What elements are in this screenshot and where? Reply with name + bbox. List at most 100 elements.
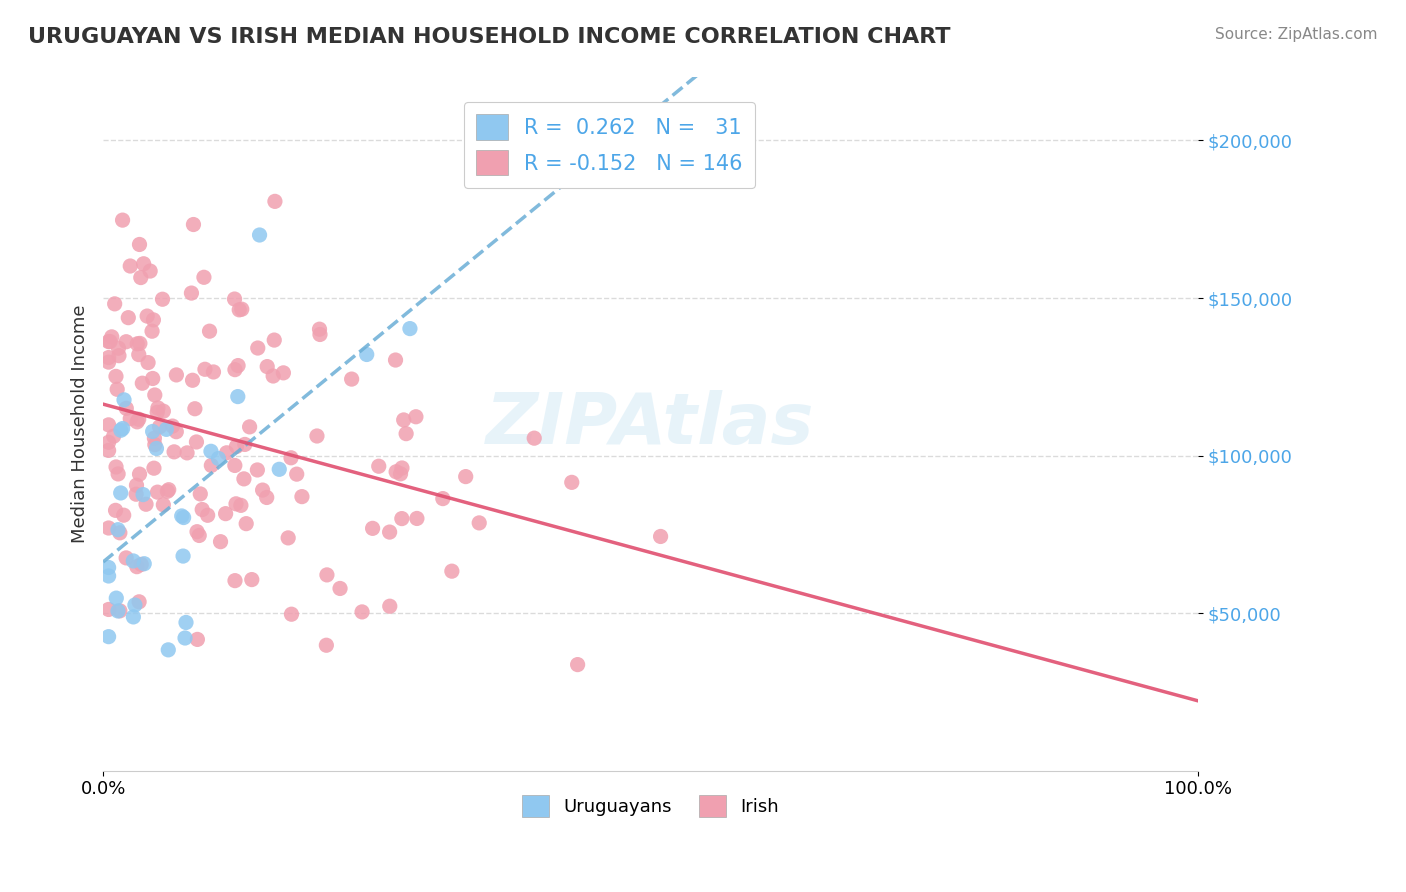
Point [135, 497, 157, 511]
Point [308, 322, 330, 336]
Text: Source: ZipAtlas.com: Source: ZipAtlas.com [1215, 27, 1378, 42]
Point [225, 497, 247, 511]
Point [384, 353, 406, 368]
Point [146, 401, 169, 415]
Point [112, 508, 135, 523]
Point [129, 270, 152, 285]
Point [125, 487, 148, 501]
Point [120, 411, 142, 425]
Point [181, 373, 204, 387]
Point [132, 257, 155, 271]
Point [399, 321, 422, 335]
Point [315, 638, 337, 652]
Point [143, 438, 166, 452]
Point [180, 286, 202, 301]
Point [97, 351, 120, 365]
Point [191, 502, 214, 516]
Point [262, 369, 284, 384]
Point [224, 574, 246, 588]
Point [97, 569, 120, 583]
Point [132, 487, 155, 501]
Point [157, 643, 180, 657]
Point [128, 237, 150, 252]
Point [186, 524, 208, 539]
Point [280, 607, 302, 622]
Point [198, 324, 221, 338]
Point [136, 355, 159, 369]
Point [97, 435, 120, 450]
Point [170, 508, 193, 523]
Point [440, 564, 463, 578]
Point [391, 461, 413, 475]
Point [107, 523, 129, 537]
Point [108, 604, 131, 618]
Point [105, 382, 128, 396]
Point [252, 483, 274, 497]
Point [115, 401, 138, 416]
Point [117, 310, 139, 325]
Point [165, 425, 187, 439]
Point [395, 426, 418, 441]
Point [100, 330, 122, 344]
Point [143, 388, 166, 402]
Point [229, 499, 252, 513]
Point [110, 423, 132, 437]
Point [309, 327, 332, 342]
Point [202, 365, 225, 379]
Point [200, 458, 222, 473]
Point [226, 359, 249, 373]
Point [172, 549, 194, 563]
Point [224, 292, 246, 306]
Point [115, 334, 138, 349]
Point [340, 372, 363, 386]
Point [235, 516, 257, 531]
Point [432, 491, 454, 506]
Point [277, 531, 299, 545]
Point [523, 431, 546, 445]
Point [139, 264, 162, 278]
Point [145, 442, 167, 456]
Point [264, 194, 287, 209]
Point [105, 459, 128, 474]
Point [183, 218, 205, 232]
Point [97, 355, 120, 369]
Point [111, 213, 134, 227]
Point [240, 573, 263, 587]
Point [367, 459, 389, 474]
Point [329, 582, 352, 596]
Point [97, 417, 120, 432]
Point [127, 336, 149, 351]
Point [173, 510, 195, 524]
Point [207, 451, 229, 466]
Point [561, 475, 583, 490]
Point [224, 458, 246, 473]
Point [125, 559, 148, 574]
Point [142, 425, 165, 439]
Point [104, 503, 127, 517]
Point [214, 507, 236, 521]
Point [352, 605, 374, 619]
Point [233, 437, 256, 451]
Point [107, 604, 129, 618]
Point [256, 491, 278, 505]
Point [146, 485, 169, 500]
Point [215, 446, 238, 460]
Legend: Uruguayans, Irish: Uruguayans, Irish [515, 788, 786, 824]
Point [163, 445, 186, 459]
Point [108, 349, 131, 363]
Point [209, 534, 232, 549]
Point [97, 630, 120, 644]
Point [567, 657, 589, 672]
Point [239, 420, 262, 434]
Point [305, 429, 328, 443]
Point [176, 446, 198, 460]
Point [174, 631, 197, 645]
Point [291, 490, 314, 504]
Point [249, 227, 271, 242]
Point [104, 297, 127, 311]
Point [97, 334, 120, 349]
Point [128, 595, 150, 609]
Point [104, 369, 127, 384]
Point [142, 313, 165, 327]
Point [361, 521, 384, 535]
